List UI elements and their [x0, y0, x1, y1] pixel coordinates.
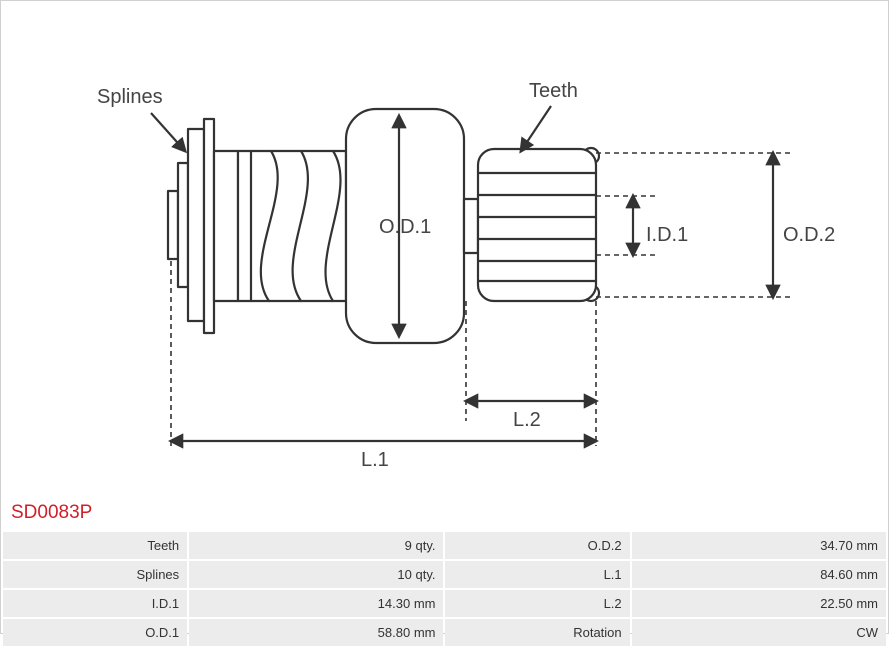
spec-value: 14.30 mm [189, 590, 443, 617]
spec-label: O.D.2 [445, 532, 629, 559]
label-od1: O.D.1 [379, 216, 431, 238]
spec-label: Teeth [3, 532, 187, 559]
spec-label: O.D.1 [3, 619, 187, 646]
table-row: Teeth 9 qty. O.D.2 34.70 mm [3, 532, 886, 559]
label-teeth: Teeth [529, 80, 578, 102]
spec-value: CW [632, 619, 886, 646]
spec-label: L.1 [445, 561, 629, 588]
spec-value: 22.50 mm [632, 590, 886, 617]
table-row: I.D.1 14.30 mm L.2 22.50 mm [3, 590, 886, 617]
technical-diagram: Splines Teeth O.D.1 I.D.1 O.D.2 L.2 [1, 1, 889, 496]
spec-table: Teeth 9 qty. O.D.2 34.70 mm Splines 10 q… [1, 530, 888, 648]
label-l1: L.1 [361, 449, 389, 471]
label-id1: I.D.1 [646, 224, 688, 246]
spec-value: 84.60 mm [632, 561, 886, 588]
table-row: Splines 10 qty. L.1 84.60 mm [3, 561, 886, 588]
spec-value: 10 qty. [189, 561, 443, 588]
part-code: SD0083P [1, 496, 888, 530]
spec-label: L.2 [445, 590, 629, 617]
label-od2: O.D.2 [783, 224, 835, 246]
spec-label: Rotation [445, 619, 629, 646]
label-splines: Splines [97, 86, 163, 108]
page: Splines Teeth O.D.1 I.D.1 O.D.2 L.2 [0, 0, 889, 634]
spec-label: Splines [3, 561, 187, 588]
spec-value: 58.80 mm [189, 619, 443, 646]
diagram-svg: Splines Teeth O.D.1 I.D.1 O.D.2 L.2 [1, 1, 889, 496]
label-l2: L.2 [513, 409, 541, 431]
spec-value: 34.70 mm [632, 532, 886, 559]
spec-label: I.D.1 [3, 590, 187, 617]
table-row: O.D.1 58.80 mm Rotation CW [3, 619, 886, 646]
spec-value: 9 qty. [189, 532, 443, 559]
